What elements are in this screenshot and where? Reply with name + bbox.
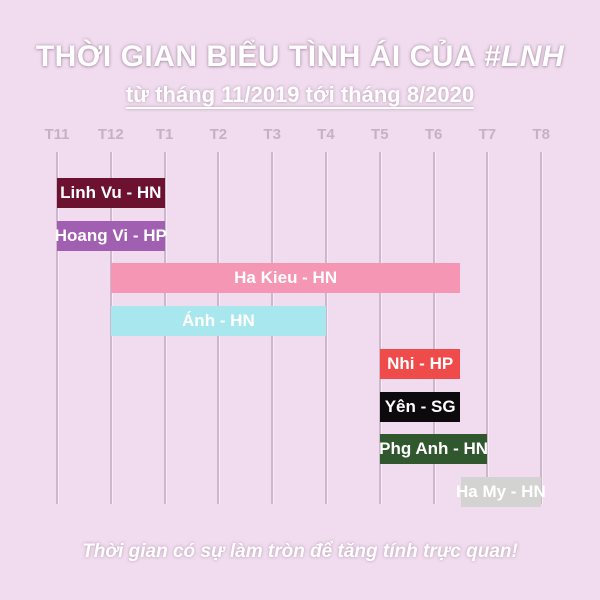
timeline-bar: Ha Kieu - HN	[110, 263, 461, 294]
month-tick-label: T11	[44, 126, 70, 143]
month-tick-label: T2	[209, 126, 228, 143]
month-tick-label: T1	[155, 126, 174, 143]
timeline-bar: Phg Anh - HN	[379, 434, 488, 465]
month-tick-label: T12	[97, 126, 124, 143]
month-gridline	[540, 152, 543, 504]
date-range-subtitle: từ tháng 11/2019 tới tháng 8/2020	[125, 82, 475, 107]
page-title-hashtag: #LNH	[483, 40, 565, 73]
month-tick-label: T5	[371, 126, 389, 143]
month-gridline	[56, 152, 58, 504]
month-tick-label: T4	[317, 126, 335, 143]
timeline-bar: Hoang Vi - HP	[55, 220, 167, 251]
month-tick-label: T3	[263, 126, 281, 143]
month-tick-label: T7	[478, 126, 497, 143]
timeline-bar: Yên - SG	[379, 391, 461, 422]
month-gridline	[486, 152, 489, 504]
month-gridline	[325, 152, 327, 504]
page-title: THỜI GIAN BIỂU TÌNH ÁI CỦA #LNH	[0, 40, 600, 74]
page-title-text: THỜI GIAN BIỂU TÌNH ÁI CỦA	[35, 40, 484, 73]
month-gridline	[432, 152, 435, 504]
rounding-footnote: Thời gian có sự làm tròn để tăng tính tr…	[82, 541, 518, 562]
month-gridline	[378, 152, 381, 504]
timeline-bar: Ánh - HN	[110, 306, 326, 337]
timeline-bar: Ha My - HN	[456, 476, 546, 507]
timeline-bar: Nhi - HP	[379, 348, 461, 379]
month-tick-label: T8	[532, 126, 550, 143]
month-tick-label: T6	[424, 126, 443, 143]
timeline-bar: Linh Vu - HN	[57, 178, 165, 208]
